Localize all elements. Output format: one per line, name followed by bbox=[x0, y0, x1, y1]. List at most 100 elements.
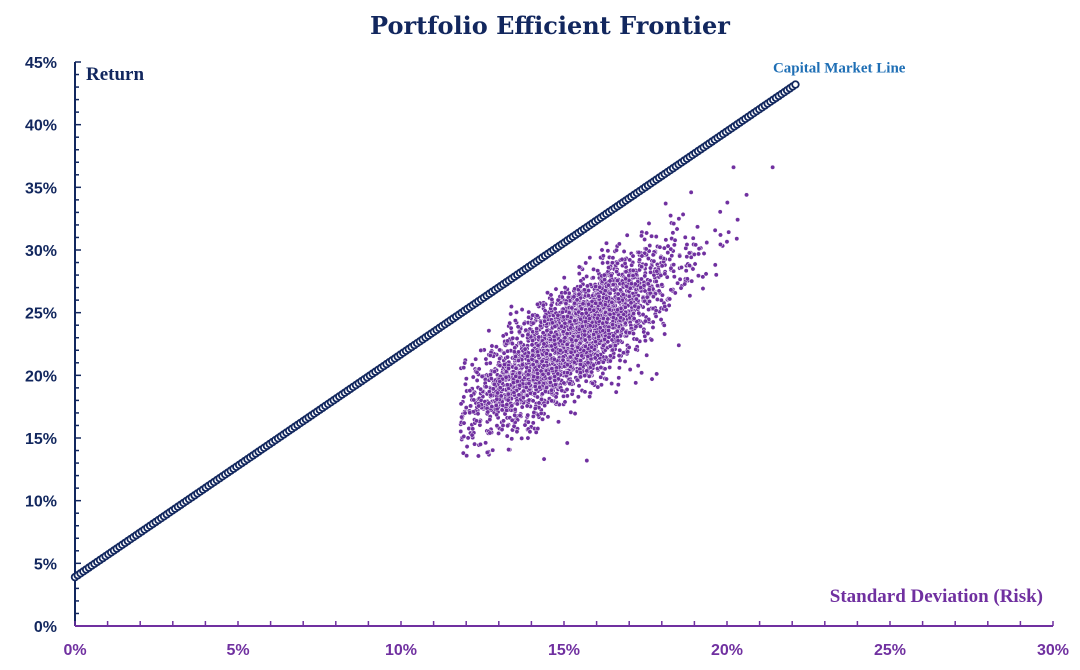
portfolio-point bbox=[514, 429, 520, 435]
portfolio-point bbox=[587, 323, 593, 329]
portfolio-point bbox=[583, 310, 589, 316]
portfolio-point bbox=[552, 341, 558, 347]
y-tick-label: 45% bbox=[25, 55, 57, 72]
portfolio-point bbox=[607, 311, 613, 317]
portfolio-point bbox=[713, 272, 719, 278]
portfolio-point bbox=[484, 450, 490, 455]
portfolio-point bbox=[536, 400, 542, 406]
portfolio-point bbox=[564, 331, 570, 337]
portfolio-point bbox=[590, 275, 596, 281]
portfolio-point bbox=[646, 307, 652, 312]
portfolio-point bbox=[575, 333, 581, 339]
portfolio-point bbox=[586, 288, 591, 294]
portfolio-point bbox=[561, 393, 566, 399]
portfolio-point bbox=[492, 369, 498, 375]
portfolio-point bbox=[650, 319, 656, 325]
portfolio-point bbox=[542, 318, 548, 324]
portfolio-point bbox=[462, 410, 468, 416]
portfolio-point bbox=[631, 311, 637, 316]
portfolio-point bbox=[509, 403, 515, 409]
portfolio-point bbox=[476, 366, 482, 372]
portfolio-point bbox=[530, 352, 536, 358]
portfolio-point bbox=[460, 450, 466, 456]
portfolio-point bbox=[572, 399, 577, 405]
portfolio-point bbox=[564, 341, 570, 347]
portfolio-point bbox=[509, 329, 514, 335]
random-portfolios-series bbox=[458, 164, 776, 464]
portfolio-point bbox=[589, 344, 594, 350]
portfolio-point bbox=[578, 370, 583, 376]
portfolio-point bbox=[559, 323, 564, 329]
portfolio-point bbox=[464, 444, 470, 450]
portfolio-point bbox=[731, 164, 736, 170]
portfolio-point bbox=[494, 412, 500, 418]
portfolio-point bbox=[578, 374, 583, 380]
portfolio-point bbox=[616, 241, 622, 247]
portfolio-point bbox=[634, 319, 640, 325]
portfolio-point bbox=[497, 379, 503, 384]
portfolio-point bbox=[639, 233, 644, 239]
portfolio-point bbox=[570, 388, 576, 394]
portfolio-point bbox=[607, 278, 613, 284]
portfolio-point bbox=[497, 385, 503, 391]
portfolio-point bbox=[487, 430, 493, 436]
portfolio-point bbox=[530, 362, 536, 368]
portfolio-point bbox=[602, 288, 608, 294]
portfolio-point bbox=[632, 303, 638, 309]
portfolio-point bbox=[516, 358, 521, 364]
portfolio-point bbox=[490, 386, 496, 392]
portfolio-point bbox=[497, 356, 503, 362]
portfolio-point bbox=[548, 329, 554, 335]
portfolio-point bbox=[615, 307, 620, 313]
portfolio-point bbox=[598, 374, 604, 380]
portfolio-point bbox=[551, 334, 557, 339]
portfolio-point bbox=[530, 312, 536, 318]
portfolio-point bbox=[628, 300, 634, 306]
portfolio-point bbox=[569, 337, 575, 343]
portfolio-point bbox=[592, 355, 598, 361]
portfolio-point bbox=[499, 427, 505, 432]
portfolio-point bbox=[564, 440, 570, 446]
portfolio-point bbox=[589, 369, 595, 375]
portfolio-point bbox=[525, 435, 531, 441]
chart-title: Portfolio Efficient Frontier bbox=[370, 11, 730, 40]
portfolio-point bbox=[609, 381, 615, 386]
portfolio-point bbox=[590, 380, 596, 386]
portfolio-point bbox=[522, 422, 528, 428]
portfolio-point bbox=[615, 291, 621, 297]
portfolio-point bbox=[597, 300, 603, 306]
portfolio-point bbox=[621, 249, 627, 254]
portfolio-point bbox=[614, 247, 619, 253]
portfolio-point bbox=[562, 399, 568, 405]
portfolio-point bbox=[591, 331, 597, 337]
portfolio-point bbox=[550, 347, 556, 353]
portfolio-point bbox=[615, 338, 621, 344]
portfolio-point bbox=[462, 381, 468, 387]
portfolio-point bbox=[471, 397, 477, 403]
portfolio-point bbox=[476, 403, 482, 409]
portfolio-point bbox=[474, 369, 480, 375]
portfolio-point bbox=[488, 372, 493, 378]
portfolio-point bbox=[535, 301, 540, 307]
portfolio-point bbox=[593, 284, 599, 290]
portfolio-point bbox=[607, 343, 613, 349]
portfolio-point bbox=[744, 192, 750, 198]
portfolio-point bbox=[461, 365, 467, 371]
portfolio-point bbox=[520, 395, 526, 401]
portfolio-point bbox=[585, 360, 591, 366]
portfolio-point bbox=[676, 342, 682, 348]
portfolio-point bbox=[532, 405, 538, 411]
y-tick-label: 15% bbox=[25, 431, 57, 448]
portfolio-point bbox=[689, 278, 695, 284]
portfolio-point bbox=[625, 349, 631, 355]
portfolio-point bbox=[671, 274, 677, 280]
portfolio-point bbox=[506, 365, 512, 371]
portfolio-point bbox=[477, 441, 483, 447]
portfolio-point bbox=[458, 429, 464, 434]
portfolio-point bbox=[607, 358, 613, 364]
portfolio-point bbox=[578, 361, 584, 367]
portfolio-point bbox=[654, 268, 660, 274]
portfolio-point bbox=[511, 390, 517, 396]
portfolio-point bbox=[549, 398, 555, 404]
portfolio-point bbox=[638, 264, 644, 270]
